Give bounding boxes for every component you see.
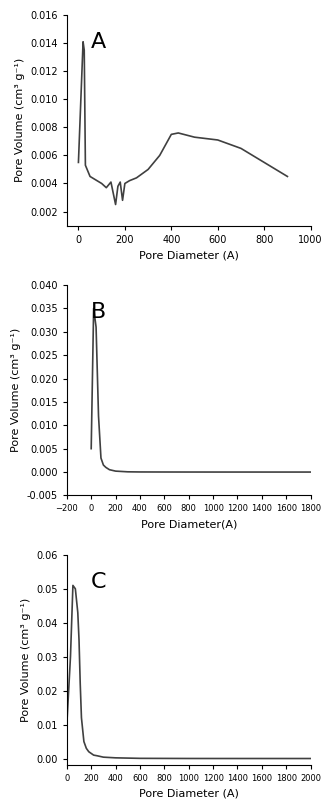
Y-axis label: Pore Volume (cm³ g⁻¹): Pore Volume (cm³ g⁻¹)	[11, 328, 21, 452]
X-axis label: Pore Diameter (A): Pore Diameter (A)	[139, 789, 239, 799]
X-axis label: Pore Diameter(A): Pore Diameter(A)	[141, 519, 237, 529]
Text: C: C	[91, 572, 107, 591]
Text: A: A	[91, 32, 107, 52]
Text: B: B	[91, 302, 107, 322]
Y-axis label: Pore Volume (cm³ g⁻¹): Pore Volume (cm³ g⁻¹)	[21, 598, 31, 723]
Y-axis label: Pore Volume (cm³ g⁻¹): Pore Volume (cm³ g⁻¹)	[15, 58, 25, 182]
X-axis label: Pore Diameter (A): Pore Diameter (A)	[139, 250, 239, 260]
